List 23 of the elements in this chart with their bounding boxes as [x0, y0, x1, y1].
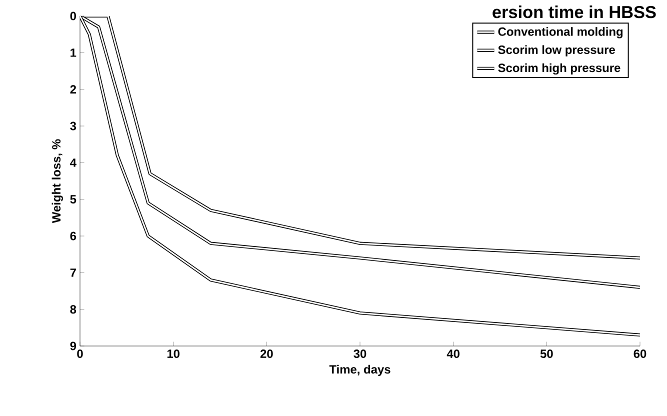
x-tick-label: 20 — [260, 350, 273, 358]
y-tick-label: 5 — [70, 195, 76, 204]
x-tick-label: 50 — [540, 350, 553, 358]
y-tick-label: 9 — [70, 342, 76, 350]
y-tick-label: 2 — [70, 85, 76, 94]
legend-label: Scorim low pressure — [498, 45, 615, 56]
y-tick-label: 8 — [70, 305, 76, 314]
y-tick-label: 7 — [70, 268, 76, 277]
y-tick-label: 3 — [70, 122, 76, 130]
legend-label: Scorim high pressure — [498, 63, 620, 75]
x-tick-label: 0 — [77, 350, 83, 358]
y-tick-label: 6 — [70, 232, 76, 240]
chart-title: ersion time in HBSS — [492, 6, 656, 18]
legend-label: Conventional molding — [498, 27, 623, 38]
y-tick-label: 4 — [70, 158, 76, 167]
y-tick-label: 1 — [70, 48, 76, 57]
x-tick-label: 30 — [354, 350, 366, 358]
x-tick-label: 10 — [167, 350, 180, 358]
x-axis-title: Time, days — [329, 364, 390, 376]
y-axis-title: Weight loss, % — [52, 139, 63, 224]
y-tick-label: 0 — [70, 12, 76, 20]
x-tick-label: 60 — [634, 350, 646, 358]
x-tick-label: 40 — [446, 350, 460, 358]
